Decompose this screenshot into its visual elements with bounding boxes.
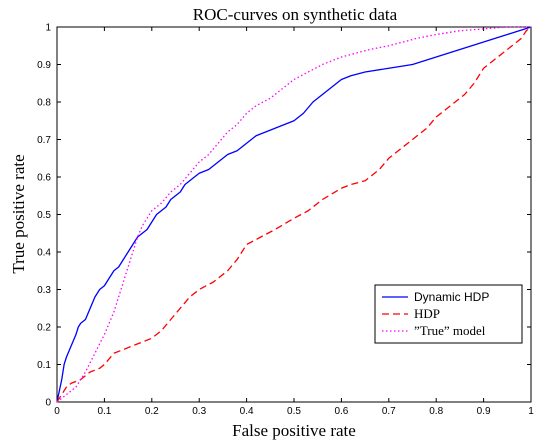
x-tick-label: 0.7 (382, 406, 396, 417)
legend-label-dynamic-hdp: Dynamic HDP (414, 290, 489, 304)
legend-label-true-model: ”True” model (414, 323, 486, 338)
plot-frame (56, 26, 532, 403)
series-line-1 (56, 26, 532, 403)
y-tick-label: 1 (45, 23, 51, 34)
series-line-0 (56, 26, 532, 403)
x-axis-ticks: 0 0.1 0.2 0.3 0.4 0.5 0.6 0.7 0.8 0.9 1 (54, 27, 534, 417)
y-tick-label: 0.7 (37, 135, 51, 146)
x-axis-label: False positive rate (232, 421, 356, 440)
x-tick-label: 0.3 (192, 406, 206, 417)
chart-title: ROC-curves on synthetic data (193, 5, 398, 24)
x-tick-label: 0.6 (334, 406, 348, 417)
legend-label-hdp: HDP (414, 306, 440, 321)
x-tick-label: 0.8 (429, 406, 443, 417)
x-tick-label: 0 (54, 406, 60, 417)
x-tick-label: 0.5 (287, 406, 301, 417)
y-tick-label: 0 (45, 398, 51, 409)
y-tick-label: 0.9 (37, 60, 51, 71)
series-line-2 (56, 26, 531, 403)
y-axis-label: True positive rate (9, 154, 28, 273)
y-tick-label: 0.8 (37, 98, 51, 109)
x-tick-label: 0.4 (240, 406, 254, 417)
y-tick-label: 0.5 (37, 210, 51, 221)
legend: Dynamic HDP HDP ”True” model (374, 284, 523, 344)
x-tick-label: 0.9 (477, 406, 491, 417)
x-tick-label: 0.1 (97, 406, 111, 417)
y-tick-label: 0.6 (37, 173, 51, 184)
series-layer (56, 26, 532, 403)
y-tick-label: 0.3 (37, 285, 51, 296)
y-tick-label: 0.1 (37, 360, 51, 371)
x-tick-label: 0.2 (145, 406, 159, 417)
y-tick-label: 0.2 (37, 323, 51, 334)
x-tick-label: 1 (528, 406, 534, 417)
y-axis-ticks: 0 0.1 0.2 0.3 0.4 0.5 0.6 0.7 0.8 0.9 1 (37, 23, 531, 409)
y-tick-label: 0.4 (37, 248, 51, 259)
